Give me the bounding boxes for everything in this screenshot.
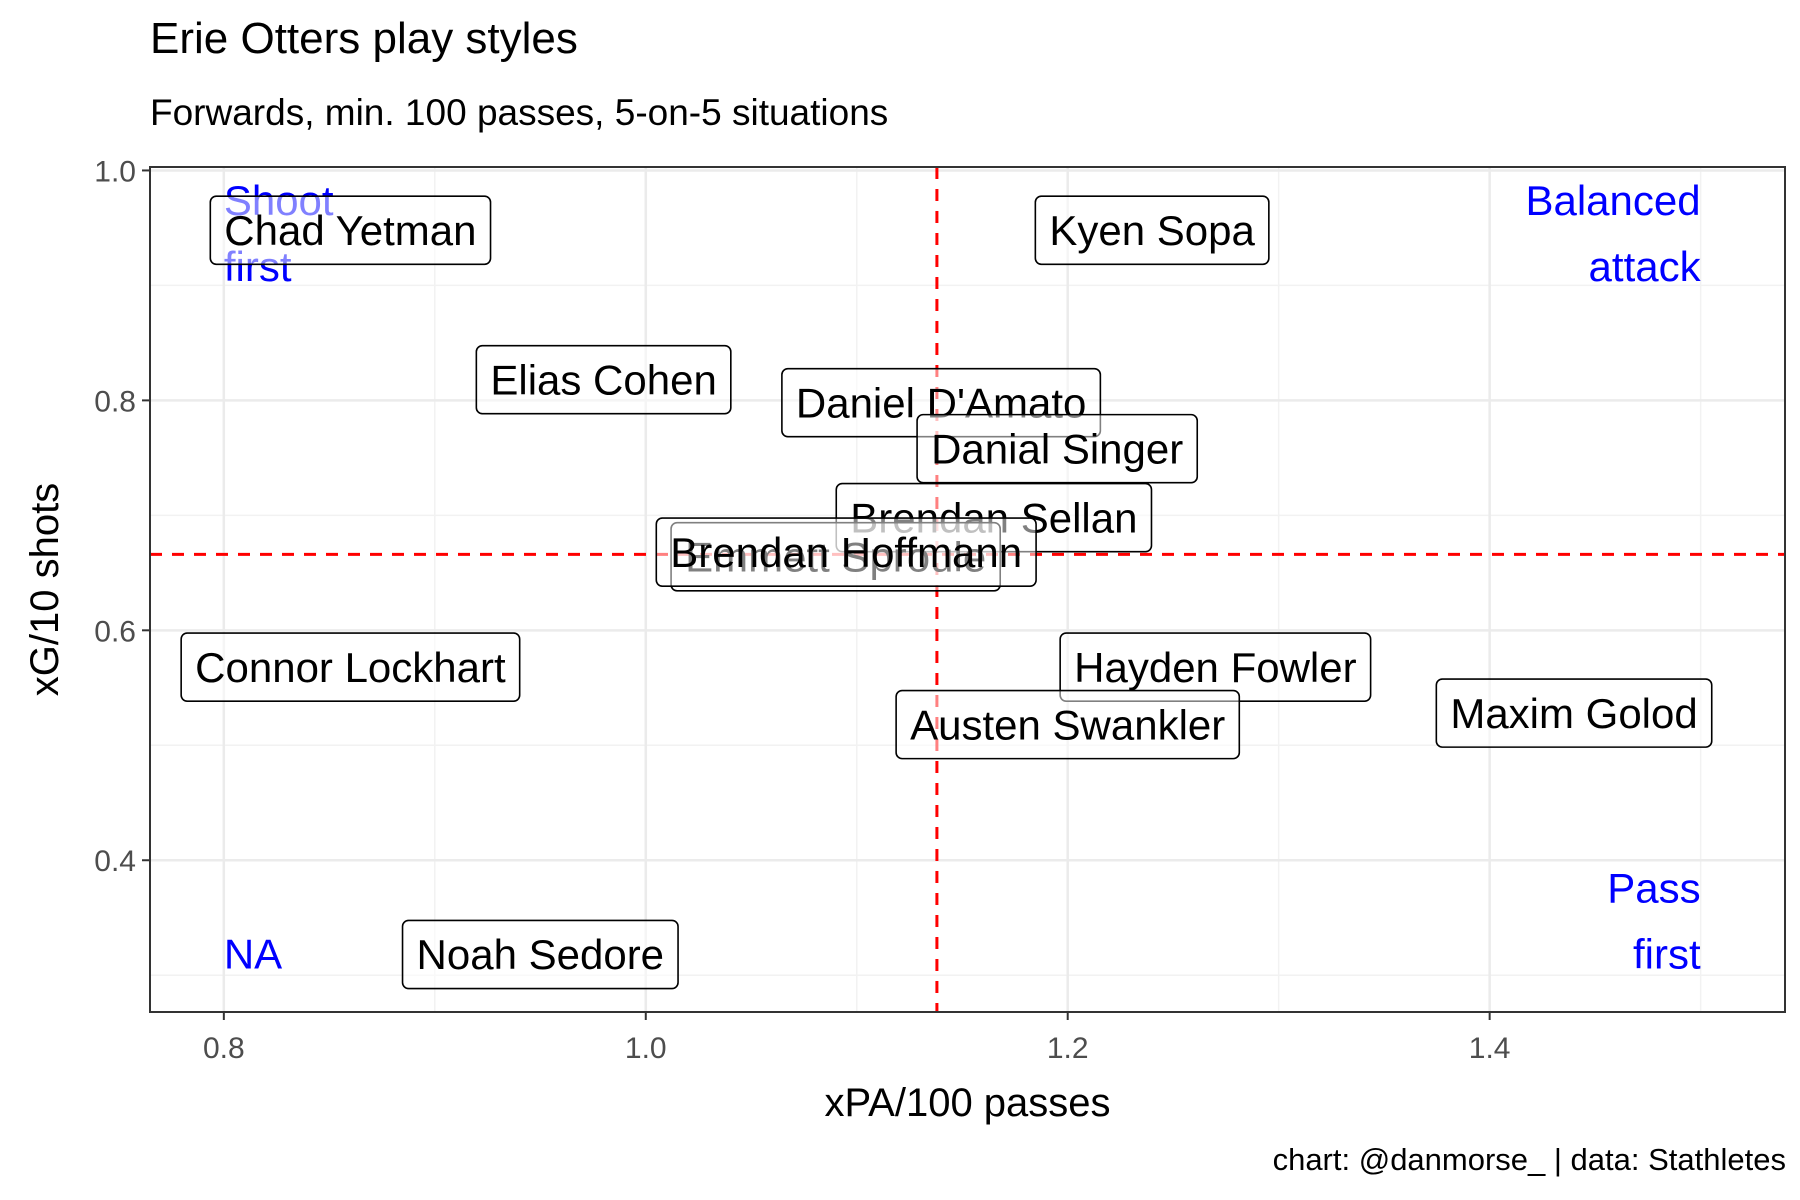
quadrant-label: NA (224, 931, 282, 978)
chart-subtitle: Forwards, min. 100 passes, 5-on-5 situat… (150, 92, 889, 133)
point-label-text: Elias Cohen (490, 356, 716, 403)
point-label-box (655, 517, 1037, 587)
point-label-text: Connor Lockhart (195, 644, 506, 691)
y-tick-label: 0.8 (94, 385, 136, 418)
point-label-text: Hayden Fowler (1074, 644, 1356, 691)
x-tick-label: 1.4 (1469, 1032, 1511, 1065)
quadrant-label: Balanced (1525, 177, 1700, 224)
y-axis-title: xG/10 shots (23, 483, 67, 696)
quadrant-label: Pass (1607, 865, 1700, 912)
quadrant-label: first (1633, 931, 1701, 978)
chart-caption: chart: @danmorse_ | data: Stathletes (1272, 1142, 1786, 1177)
point-label-box (180, 632, 521, 702)
point-label: Elias Cohen (475, 344, 732, 415)
point-label-text: Danial Singer (931, 425, 1183, 472)
point-label-text: Kyen Sopa (1049, 207, 1255, 254)
point-label-box (475, 344, 732, 415)
x-tick-label: 1.0 (625, 1032, 667, 1065)
point-label: Maxim Golod (1435, 678, 1713, 748)
plot-border (149, 166, 1786, 1013)
point-label-box (401, 919, 679, 990)
y-tick-label: 1.0 (94, 155, 136, 188)
point-label-text: Maxim Golod (1450, 690, 1697, 737)
point-label: Connor Lockhart (180, 632, 521, 702)
point-label: Noah Sedore (401, 919, 679, 990)
point-label-box (1435, 678, 1713, 748)
x-tick-label: 0.8 (203, 1032, 245, 1065)
x-axis-title: xPA/100 passes (824, 1081, 1110, 1125)
point-label-text: Austen Swankler (910, 701, 1225, 748)
point-label-box (209, 195, 492, 266)
point-label: Hayden Fowler (1059, 632, 1372, 702)
point-label: Brendan Hoffmann (655, 517, 1037, 587)
y-tick-label: 0.4 (94, 845, 136, 878)
point-label: Danial Singer (916, 413, 1199, 484)
point-label-box (916, 413, 1199, 484)
point-label-text: Chad Yetman (224, 207, 476, 254)
chart-title: Erie Otters play styles (150, 14, 578, 63)
point-label: Austen Swankler (895, 689, 1241, 760)
point-label-box (1034, 195, 1270, 266)
x-tick-label: 1.2 (1047, 1032, 1089, 1065)
quadrant-label: attack (1589, 243, 1702, 290)
point-label-box (895, 689, 1241, 760)
point-label: Chad Yetman (209, 195, 492, 266)
point-label-text: Brendan Hoffmann (670, 529, 1022, 576)
point-label: Kyen Sopa (1034, 195, 1270, 266)
y-tick-label: 0.6 (94, 615, 136, 648)
point-label-text: Noah Sedore (417, 931, 665, 978)
